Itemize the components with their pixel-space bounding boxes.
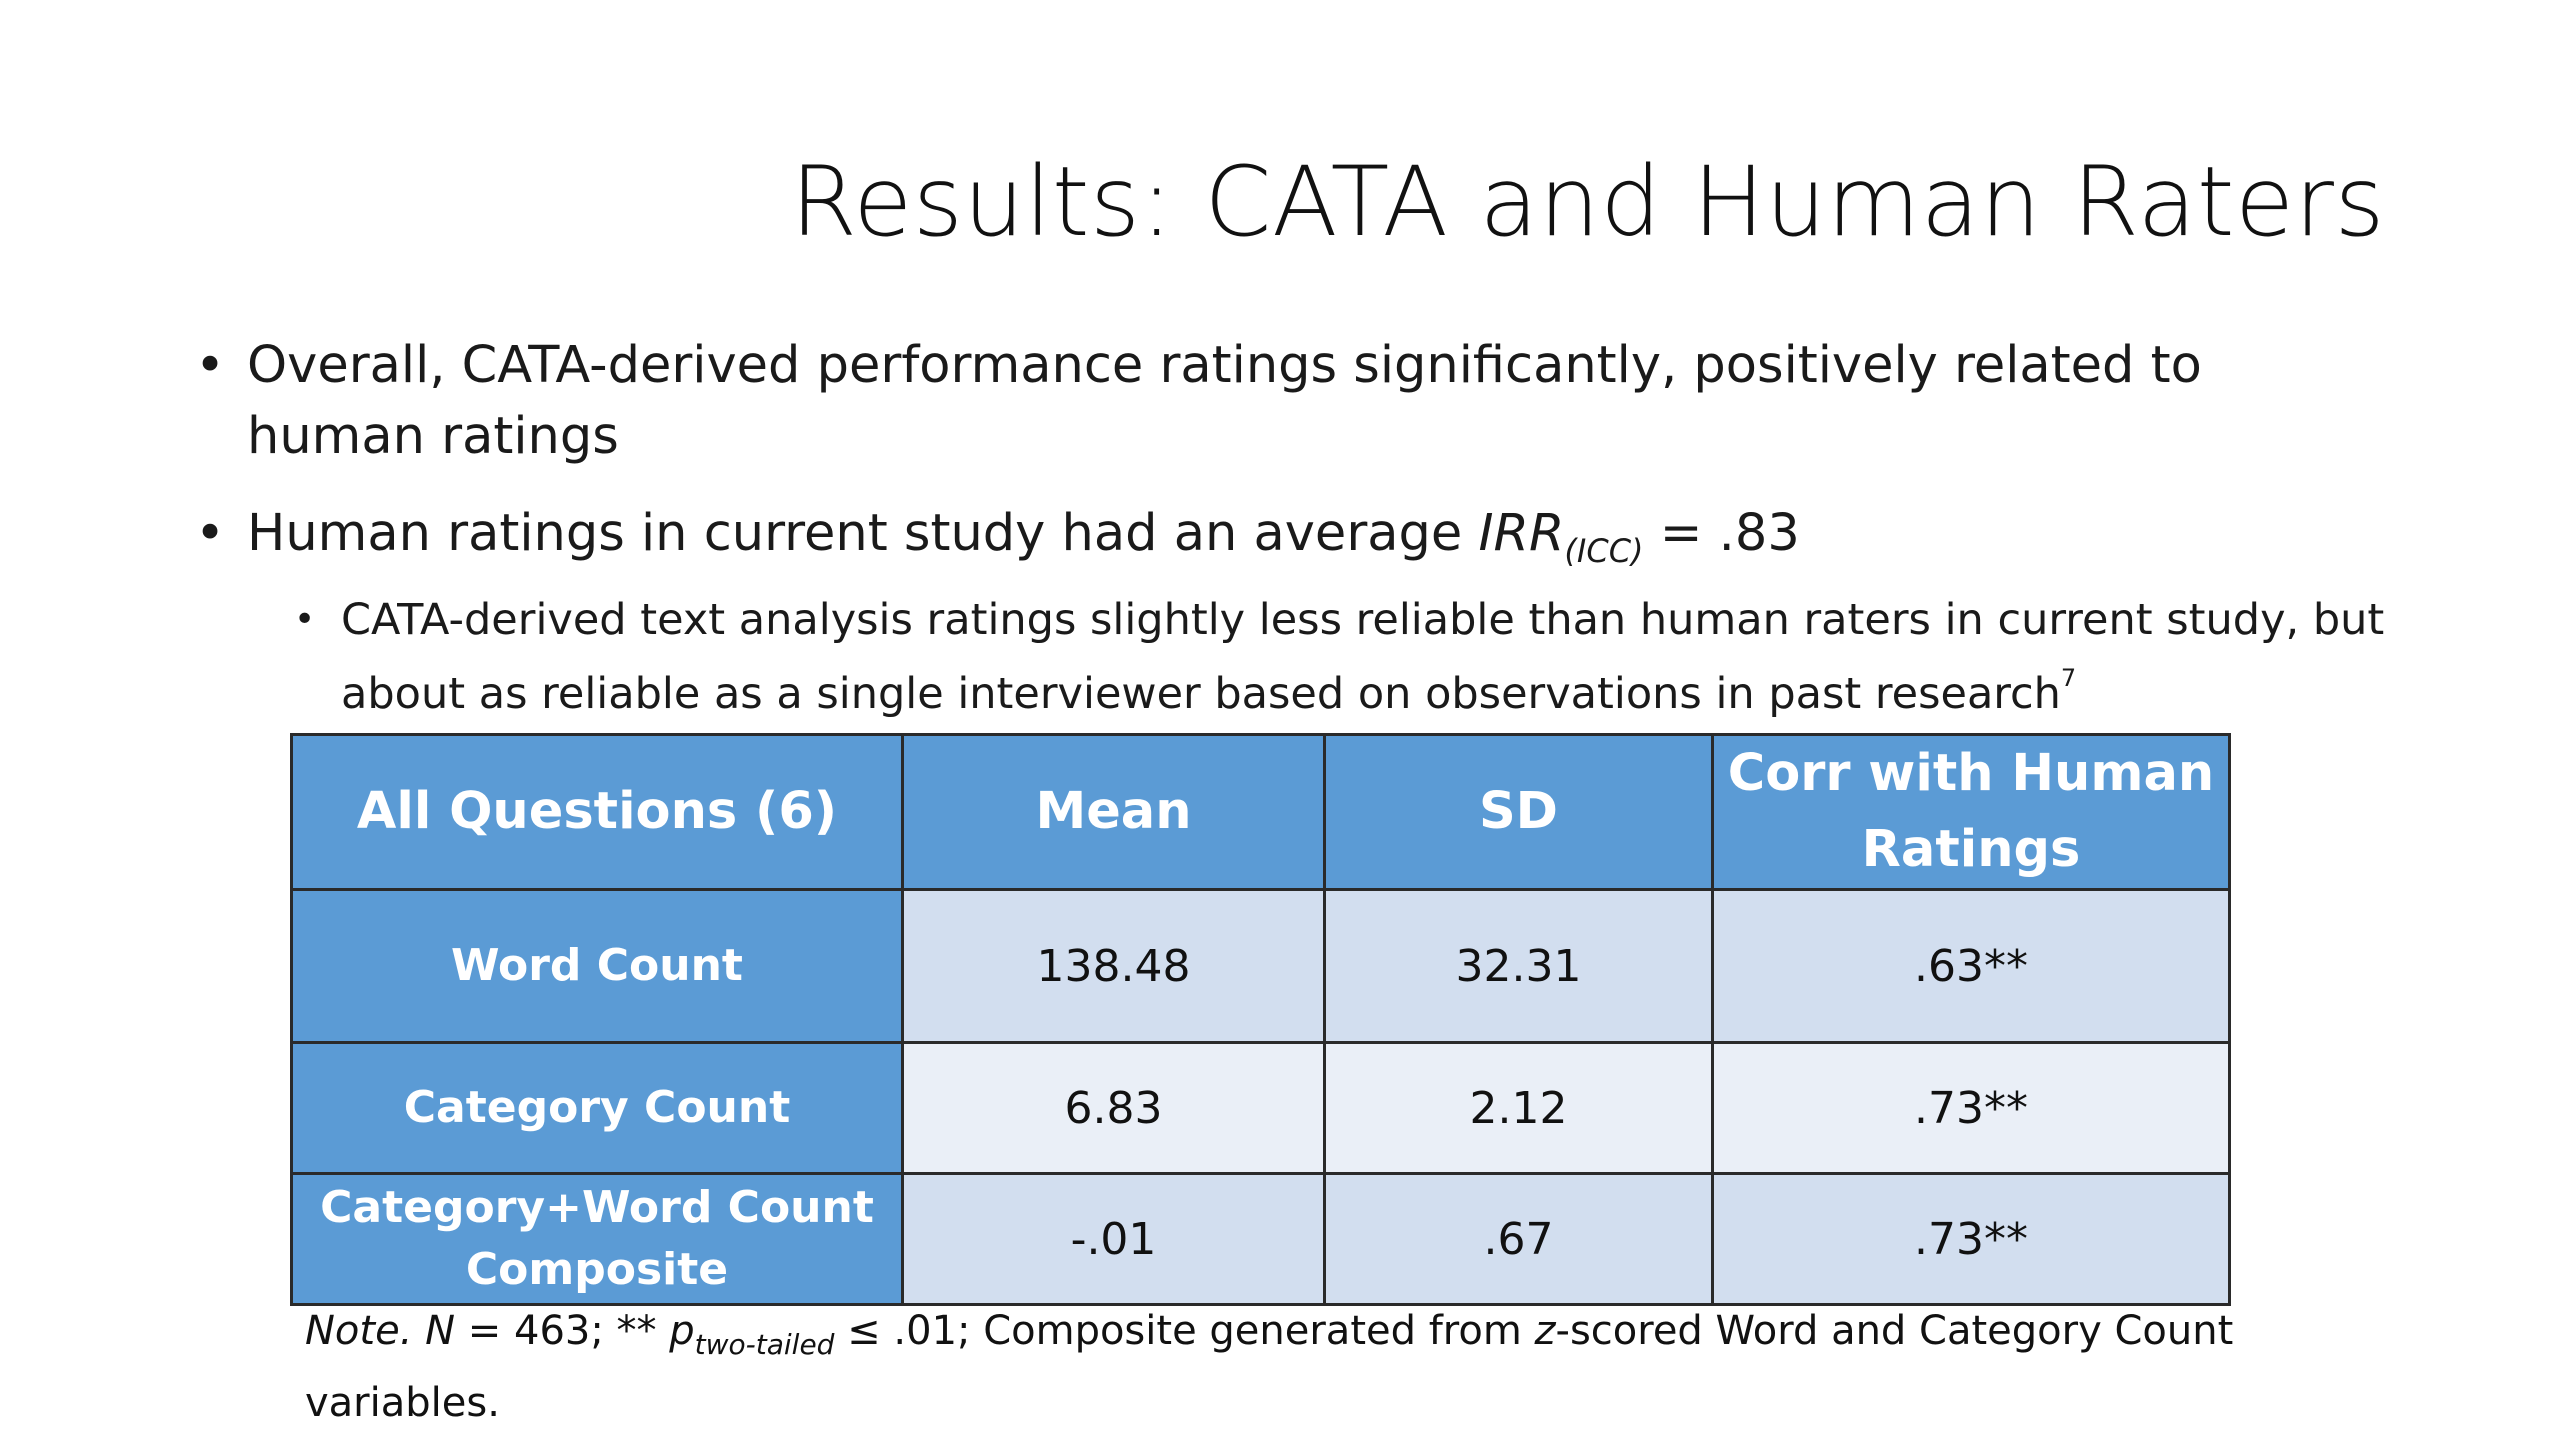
note-p-label: p <box>669 1308 695 1354</box>
sub-bullet-list: • CATA-derived text analysis ratings sli… <box>247 591 2395 723</box>
irr-value: = .83 <box>1643 504 1800 563</box>
header-sd: SD <box>1323 733 1714 891</box>
header-corr: Corr with Human Ratings <box>1711 733 2231 891</box>
row-label: Category+Word Count Composite <box>290 1172 904 1306</box>
table-row: Category+Word Count Composite -.01 .67 .… <box>290 1172 2231 1306</box>
note-label: Note. <box>305 1308 413 1354</box>
cell-corr: .73** <box>1711 1172 2231 1306</box>
header-all-questions: All Questions (6) <box>290 733 904 891</box>
sub-bullet-reliability: • CATA-derived text analysis ratings sli… <box>294 591 2395 723</box>
note-n-label: N <box>425 1308 456 1354</box>
sub-bullet-text: CATA-derived text analysis ratings sligh… <box>341 595 2385 719</box>
note-p-subscript: two-tailed <box>694 1328 835 1361</box>
cell-sd: 2.12 <box>1323 1041 1714 1175</box>
row-label: Category Count <box>290 1041 904 1175</box>
note-z-label: z <box>1534 1308 1556 1354</box>
cell-mean: 138.48 <box>901 888 1326 1044</box>
row-label: Word Count <box>290 888 904 1044</box>
bullet-irr: • Human ratings in current study had an … <box>195 498 2395 723</box>
bullet-overall: • Overall, CATA-derived performance rati… <box>195 330 2395 472</box>
table-note: Note. N = 463; ** ptwo-tailed ≤ .01; Com… <box>305 1302 2235 1432</box>
table-header-row: All Questions (6) Mean SD Corr with Huma… <box>290 733 2231 891</box>
bullet-text: Human ratings in current study had an av… <box>247 504 1479 563</box>
slide-title: Results: CATA and Human Raters <box>790 146 2385 258</box>
bullet-list: • Overall, CATA-derived performance rati… <box>195 330 2395 749</box>
bullet-marker: • <box>195 336 226 395</box>
header-mean: Mean <box>901 733 1326 891</box>
cell-mean: 6.83 <box>901 1041 1326 1175</box>
cell-corr: .73** <box>1711 1041 2231 1175</box>
irr-label: IRR <box>1478 504 1565 563</box>
cell-corr: .63** <box>1711 888 2231 1044</box>
note-n-text: = 463; ** <box>455 1308 670 1354</box>
table-row: Word Count 138.48 32.31 .63** <box>290 888 2231 1044</box>
bullet-marker: • <box>195 504 226 563</box>
bullet-text: Overall, CATA-derived performance rating… <box>247 336 2202 466</box>
note-p-text: ≤ .01; Composite generated from <box>834 1308 1535 1354</box>
cell-sd: .67 <box>1323 1172 1714 1306</box>
cell-sd: 32.31 <box>1323 888 1714 1044</box>
sub-bullet-marker: • <box>294 599 316 640</box>
note-rest: -scored Word and Category Count variable… <box>305 1308 2234 1426</box>
results-table: All Questions (6) Mean SD Corr with Huma… <box>290 733 2231 1306</box>
reference-superscript: 7 <box>2060 664 2077 692</box>
irr-subscript: (ICC) <box>1564 532 1644 570</box>
table-row: Category Count 6.83 2.12 .73** <box>290 1041 2231 1175</box>
cell-mean: -.01 <box>901 1172 1326 1306</box>
